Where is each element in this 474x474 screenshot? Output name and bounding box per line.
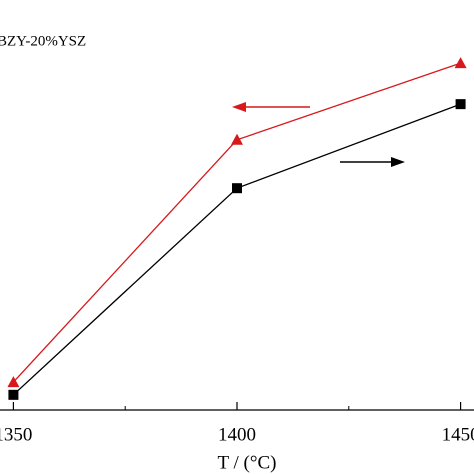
x-tick-label: 1450: [442, 424, 474, 445]
marker: [7, 376, 20, 388]
marker: [454, 57, 467, 69]
marker: [8, 389, 19, 400]
annotation-arrow-left: [232, 102, 310, 112]
series-line: [12, 103, 461, 396]
marker: [231, 133, 243, 145]
x-tick-label: 1350: [0, 424, 32, 445]
chart-title: BZY-20%YSZ: [0, 33, 86, 49]
annotation-arrow-right: [340, 157, 405, 167]
marker: [455, 99, 466, 110]
marker: [232, 183, 242, 194]
x-tick-label: 1400: [218, 424, 256, 445]
x-axis-label: T / (°C): [218, 452, 277, 473]
series-line: [12, 62, 461, 383]
